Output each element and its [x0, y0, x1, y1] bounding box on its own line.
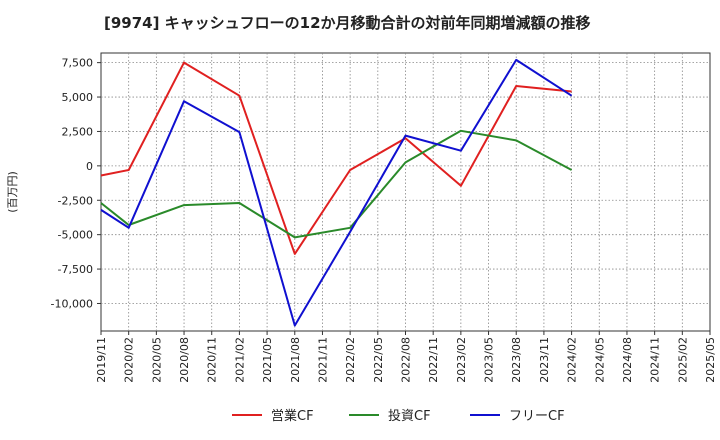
x-tick-label: 2023/11 — [538, 337, 551, 383]
x-tick-label: 2023/02 — [455, 337, 468, 383]
series-line-フリーCF — [100, 58, 573, 327]
x-tick-label: 2021/02 — [233, 337, 246, 383]
y-axis: 7,500 5,000 2,500 0 -2,500 -5,000 -7,500 -10,00… — [51, 57, 101, 310]
x-tick-label: 2020/02 — [123, 337, 136, 383]
y-tick-label: 7,500 — [62, 57, 94, 70]
y-tick-label: 0 — [86, 160, 93, 173]
x-tick-label: 2022/11 — [427, 337, 440, 383]
x-tick-label: 2024/05 — [593, 337, 606, 383]
chart-title: [9974] キャッシュフローの12か月移動合計の対前年同期増減額の推移 — [104, 14, 591, 32]
x-tick-label: 2022/05 — [372, 337, 385, 383]
y-tick-label: -7,500 — [58, 263, 93, 276]
x-axis: 2019/11 2020/02 2020/05 2020/08 2020/11 2021/… — [95, 331, 717, 383]
x-tick-label: 2023/08 — [510, 337, 523, 383]
y-tick-label: 5,000 — [62, 91, 94, 104]
y-tick-label: 2,500 — [62, 125, 94, 138]
x-tick-label: 2023/05 — [483, 337, 496, 383]
x-tick-label: 2025/02 — [676, 337, 689, 383]
plot-area — [100, 52, 711, 332]
x-tick-label: 2021/05 — [261, 337, 274, 383]
y-tick-label: -5,000 — [58, 229, 93, 242]
x-tick-label: 2020/08 — [178, 337, 191, 383]
y-axis-label: (百万円) — [6, 171, 19, 213]
y-tick-label: -2,500 — [58, 194, 93, 207]
x-tick-label: 2019/11 — [95, 337, 108, 383]
grid-lines — [101, 53, 710, 331]
x-tick-label: 2024/02 — [566, 337, 579, 383]
legend-label: 投資CF — [388, 408, 431, 424]
y-tick-label: -10,000 — [51, 297, 93, 310]
series-layer — [100, 58, 573, 327]
series-line-投資CF — [100, 129, 573, 239]
legend-label: フリーCF — [509, 409, 565, 424]
x-tick-label: 2024/08 — [621, 337, 634, 383]
x-tick-label: 2021/11 — [316, 337, 329, 383]
x-tick-label: 2020/11 — [206, 337, 219, 383]
x-tick-label: 2022/02 — [344, 337, 357, 383]
legend: 営業CF 投資CF フリーCF — [232, 408, 565, 424]
x-tick-label: 2022/08 — [400, 337, 413, 383]
x-tick-label: 2025/05 — [704, 337, 717, 383]
x-tick-label: 2020/05 — [150, 337, 163, 383]
legend-label: 営業CF — [271, 408, 314, 424]
x-tick-label: 2021/08 — [289, 337, 302, 383]
x-tick-label: 2024/11 — [649, 337, 662, 383]
